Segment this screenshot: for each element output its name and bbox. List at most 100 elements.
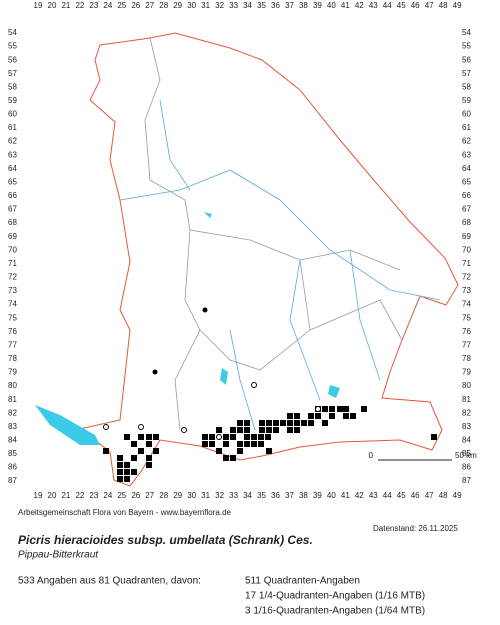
column-label: 28 <box>159 491 168 500</box>
summary: 533 Angaben aus 81 Quadranten, davon: <box>18 576 201 587</box>
row-label: 65 <box>8 177 17 186</box>
row-label: 69 <box>462 232 471 241</box>
column-label: 46 <box>411 1 420 10</box>
record-square <box>329 406 335 412</box>
column-label: 29 <box>173 491 182 500</box>
record-square <box>124 434 130 440</box>
column-label: 45 <box>397 491 406 500</box>
row-label: 57 <box>462 69 471 78</box>
record-square <box>294 420 300 426</box>
record-square <box>153 448 159 454</box>
bavaria-outline <box>73 32 459 487</box>
column-label: 42 <box>355 1 364 10</box>
record-square <box>244 427 250 433</box>
row-label: 62 <box>462 137 471 146</box>
row-label: 85 <box>462 449 471 458</box>
column-label: 20 <box>48 491 57 500</box>
rivers <box>119 99 441 431</box>
record-square <box>322 420 328 426</box>
column-label: 45 <box>397 1 406 10</box>
column-label: 41 <box>341 491 350 500</box>
record-square <box>237 420 243 426</box>
scale-start: 0 <box>369 451 374 460</box>
column-label: 22 <box>75 491 84 500</box>
record-square <box>230 455 236 461</box>
record-square <box>146 441 152 447</box>
record-square <box>244 420 250 426</box>
record-square <box>131 469 137 475</box>
record-square <box>103 448 109 454</box>
record-square <box>117 462 123 468</box>
column-label: 38 <box>299 1 308 10</box>
record-square <box>124 476 130 482</box>
column-label: 24 <box>103 491 112 500</box>
row-label: 85 <box>8 449 17 458</box>
column-label: 49 <box>453 1 462 10</box>
record-square <box>216 427 222 433</box>
row-label: 67 <box>8 205 17 214</box>
record-circle <box>138 424 144 430</box>
column-label: 39 <box>313 491 322 500</box>
row-label: 60 <box>462 110 471 119</box>
row-label: 69 <box>8 232 17 241</box>
record-square <box>308 413 314 419</box>
column-label: 20 <box>48 1 57 10</box>
column-label: 23 <box>89 1 98 10</box>
row-label: 63 <box>8 150 17 159</box>
record-circle <box>251 382 257 388</box>
row-label: 77 <box>462 340 471 349</box>
record-square <box>294 413 300 419</box>
record-square <box>287 427 293 433</box>
legend-item: 3 1/16-Quadranten-Angaben (1/64 MTB) <box>245 606 425 617</box>
row-label: 74 <box>462 300 471 309</box>
record-square <box>223 441 229 447</box>
row-label: 64 <box>8 164 17 173</box>
column-label: 30 <box>187 1 196 10</box>
row-label: 54 <box>462 28 471 37</box>
column-label: 47 <box>425 491 434 500</box>
row-label: 82 <box>462 408 471 417</box>
record-square <box>273 427 279 433</box>
column-label: 33 <box>229 491 238 500</box>
record-square <box>266 420 272 426</box>
row-label: 55 <box>8 42 17 51</box>
row-label: 74 <box>8 300 17 309</box>
row-label: 86 <box>462 463 471 472</box>
record-square <box>308 420 314 426</box>
row-label: 63 <box>462 150 471 159</box>
column-label: 26 <box>131 491 140 500</box>
row-label: 81 <box>462 395 471 404</box>
record-square <box>361 406 367 412</box>
record-circle <box>315 406 321 412</box>
record-square <box>230 427 236 433</box>
row-label: 64 <box>462 164 471 173</box>
record-square <box>343 413 349 419</box>
row-label: 56 <box>462 55 471 64</box>
row-label: 66 <box>462 191 471 200</box>
column-label: 34 <box>243 491 252 500</box>
column-label: 29 <box>173 1 182 10</box>
row-label: 61 <box>8 123 17 132</box>
record-square <box>223 434 229 440</box>
record-square <box>209 441 215 447</box>
column-label: 23 <box>89 491 98 500</box>
district-borders <box>144 37 403 431</box>
column-label: 38 <box>299 491 308 500</box>
column-label: 35 <box>257 491 266 500</box>
record-square <box>251 434 257 440</box>
column-label: 30 <box>187 491 196 500</box>
row-label: 83 <box>462 422 471 431</box>
row-label: 62 <box>8 137 17 146</box>
row-label: 82 <box>8 408 17 417</box>
record-square <box>350 413 356 419</box>
row-label: 87 <box>462 476 471 485</box>
row-label: 73 <box>462 286 471 295</box>
credit: Arbeitsgemeinschaft Flora von Bayern - w… <box>18 508 232 517</box>
record-square <box>280 420 286 426</box>
record-square <box>431 434 437 440</box>
row-label: 77 <box>8 340 17 349</box>
row-label: 66 <box>8 191 17 200</box>
record-square <box>146 434 152 440</box>
record-square <box>301 420 307 426</box>
